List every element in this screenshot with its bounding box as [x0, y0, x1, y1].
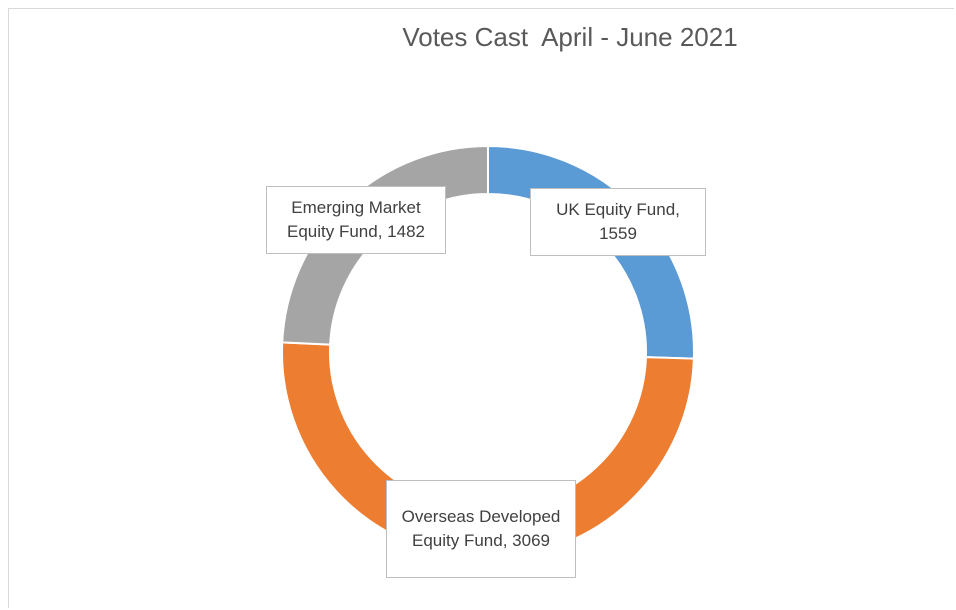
- chart-title: Votes Cast April - June 2021: [402, 22, 738, 52]
- data-label: UK Equity Fund, 1559: [530, 188, 706, 256]
- data-label: Overseas Developed Equity Fund, 3069: [386, 480, 576, 578]
- data-label: Emerging Market Equity Fund, 1482: [266, 186, 446, 254]
- chart-frame: [8, 8, 954, 608]
